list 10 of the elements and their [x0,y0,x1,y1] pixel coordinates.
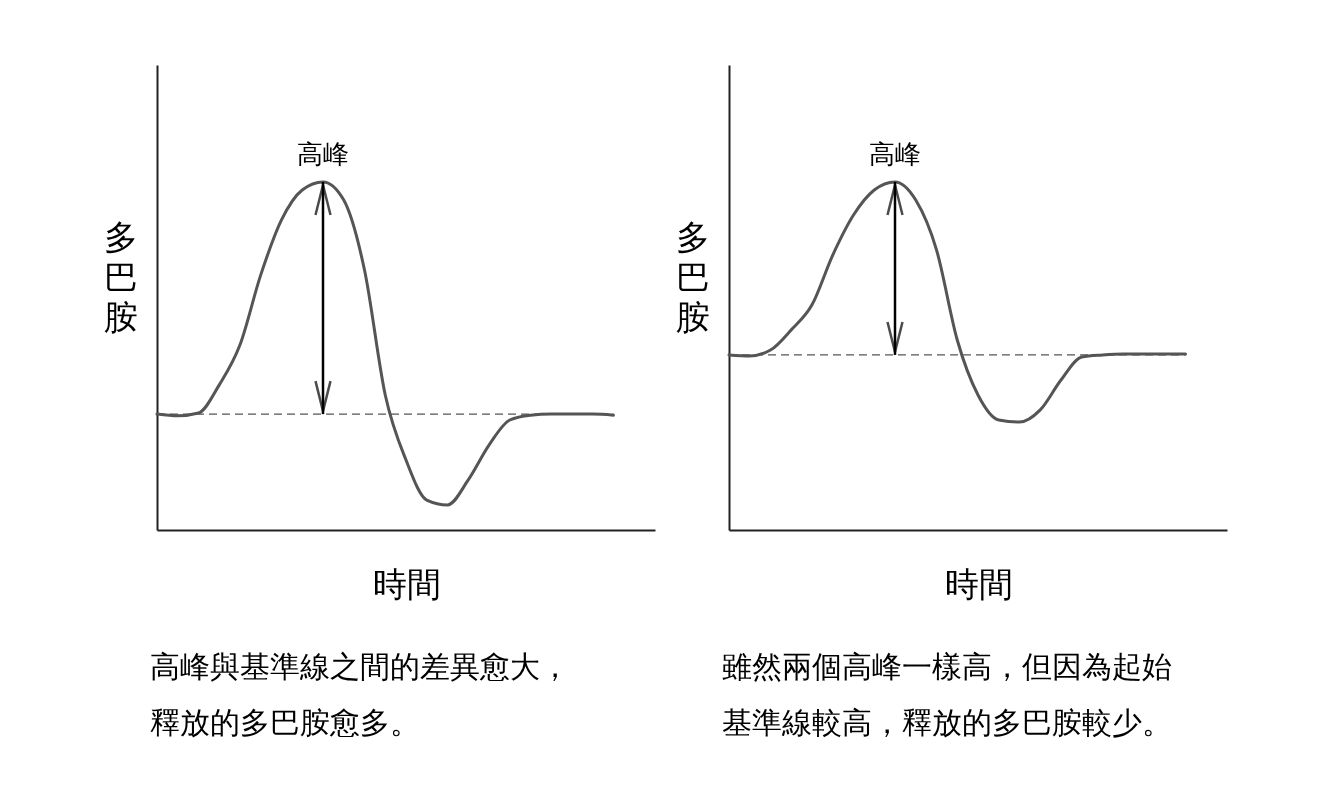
y-axis-title: 多巴胺 [675,216,710,337]
annotation: 高峰 [297,138,349,169]
text: 釋放的多巴胺愈多。 [150,705,420,740]
y-axis-title: 多巴胺 [103,216,138,337]
text: 高峰與基準線之間的差異愈大， [150,649,570,684]
text: 基準線較高，釋放的多巴胺較少。 [722,705,1172,740]
text: 雖然兩個高峰一樣高，但因為起始 [722,649,1172,684]
x-axis-title: 時間 [372,563,441,604]
annotation: 高峰 [869,138,921,169]
x-axis-title: 時間 [944,563,1013,604]
